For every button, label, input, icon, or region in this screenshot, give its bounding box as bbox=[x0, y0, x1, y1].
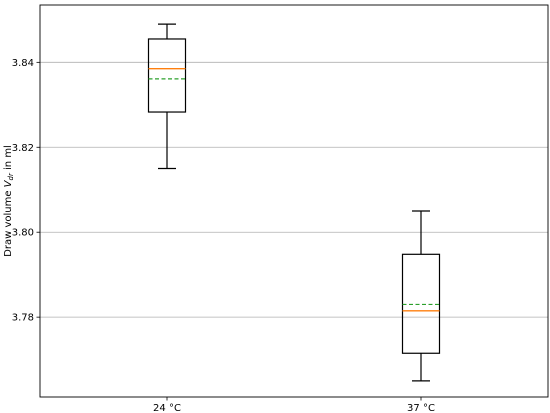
y-tick-label: 3.84 bbox=[12, 58, 34, 69]
y-axis-label-symbol: V bbox=[3, 179, 14, 187]
y-tick-label: 3.82 bbox=[12, 143, 34, 154]
y-tick-label: 3.78 bbox=[12, 313, 34, 324]
y-ticks: 3.78 3.80 3.82 3.84 bbox=[12, 58, 40, 324]
y-tick-label: 3.80 bbox=[12, 228, 34, 239]
grid-lines bbox=[40, 61, 548, 318]
y-axis-label-prefix: Draw volume bbox=[3, 187, 14, 257]
plot-frame bbox=[39, 4, 549, 398]
iqr-box bbox=[147, 38, 187, 113]
box-1 bbox=[147, 23, 187, 170]
y-axis-label-subscript: dr bbox=[7, 172, 15, 180]
plot-area bbox=[40, 5, 548, 397]
y-axis-label: Draw volume Vdr in ml bbox=[3, 145, 15, 257]
iqr-box bbox=[401, 253, 441, 354]
box-2 bbox=[401, 210, 441, 382]
boxes bbox=[147, 23, 441, 382]
x-tick-label: 24 °C bbox=[153, 403, 181, 413]
x-tick-label: 37 °C bbox=[407, 403, 435, 413]
y-axis-label-suffix: in ml bbox=[3, 145, 14, 173]
x-ticks: 24 °C 37 °C bbox=[153, 397, 435, 413]
